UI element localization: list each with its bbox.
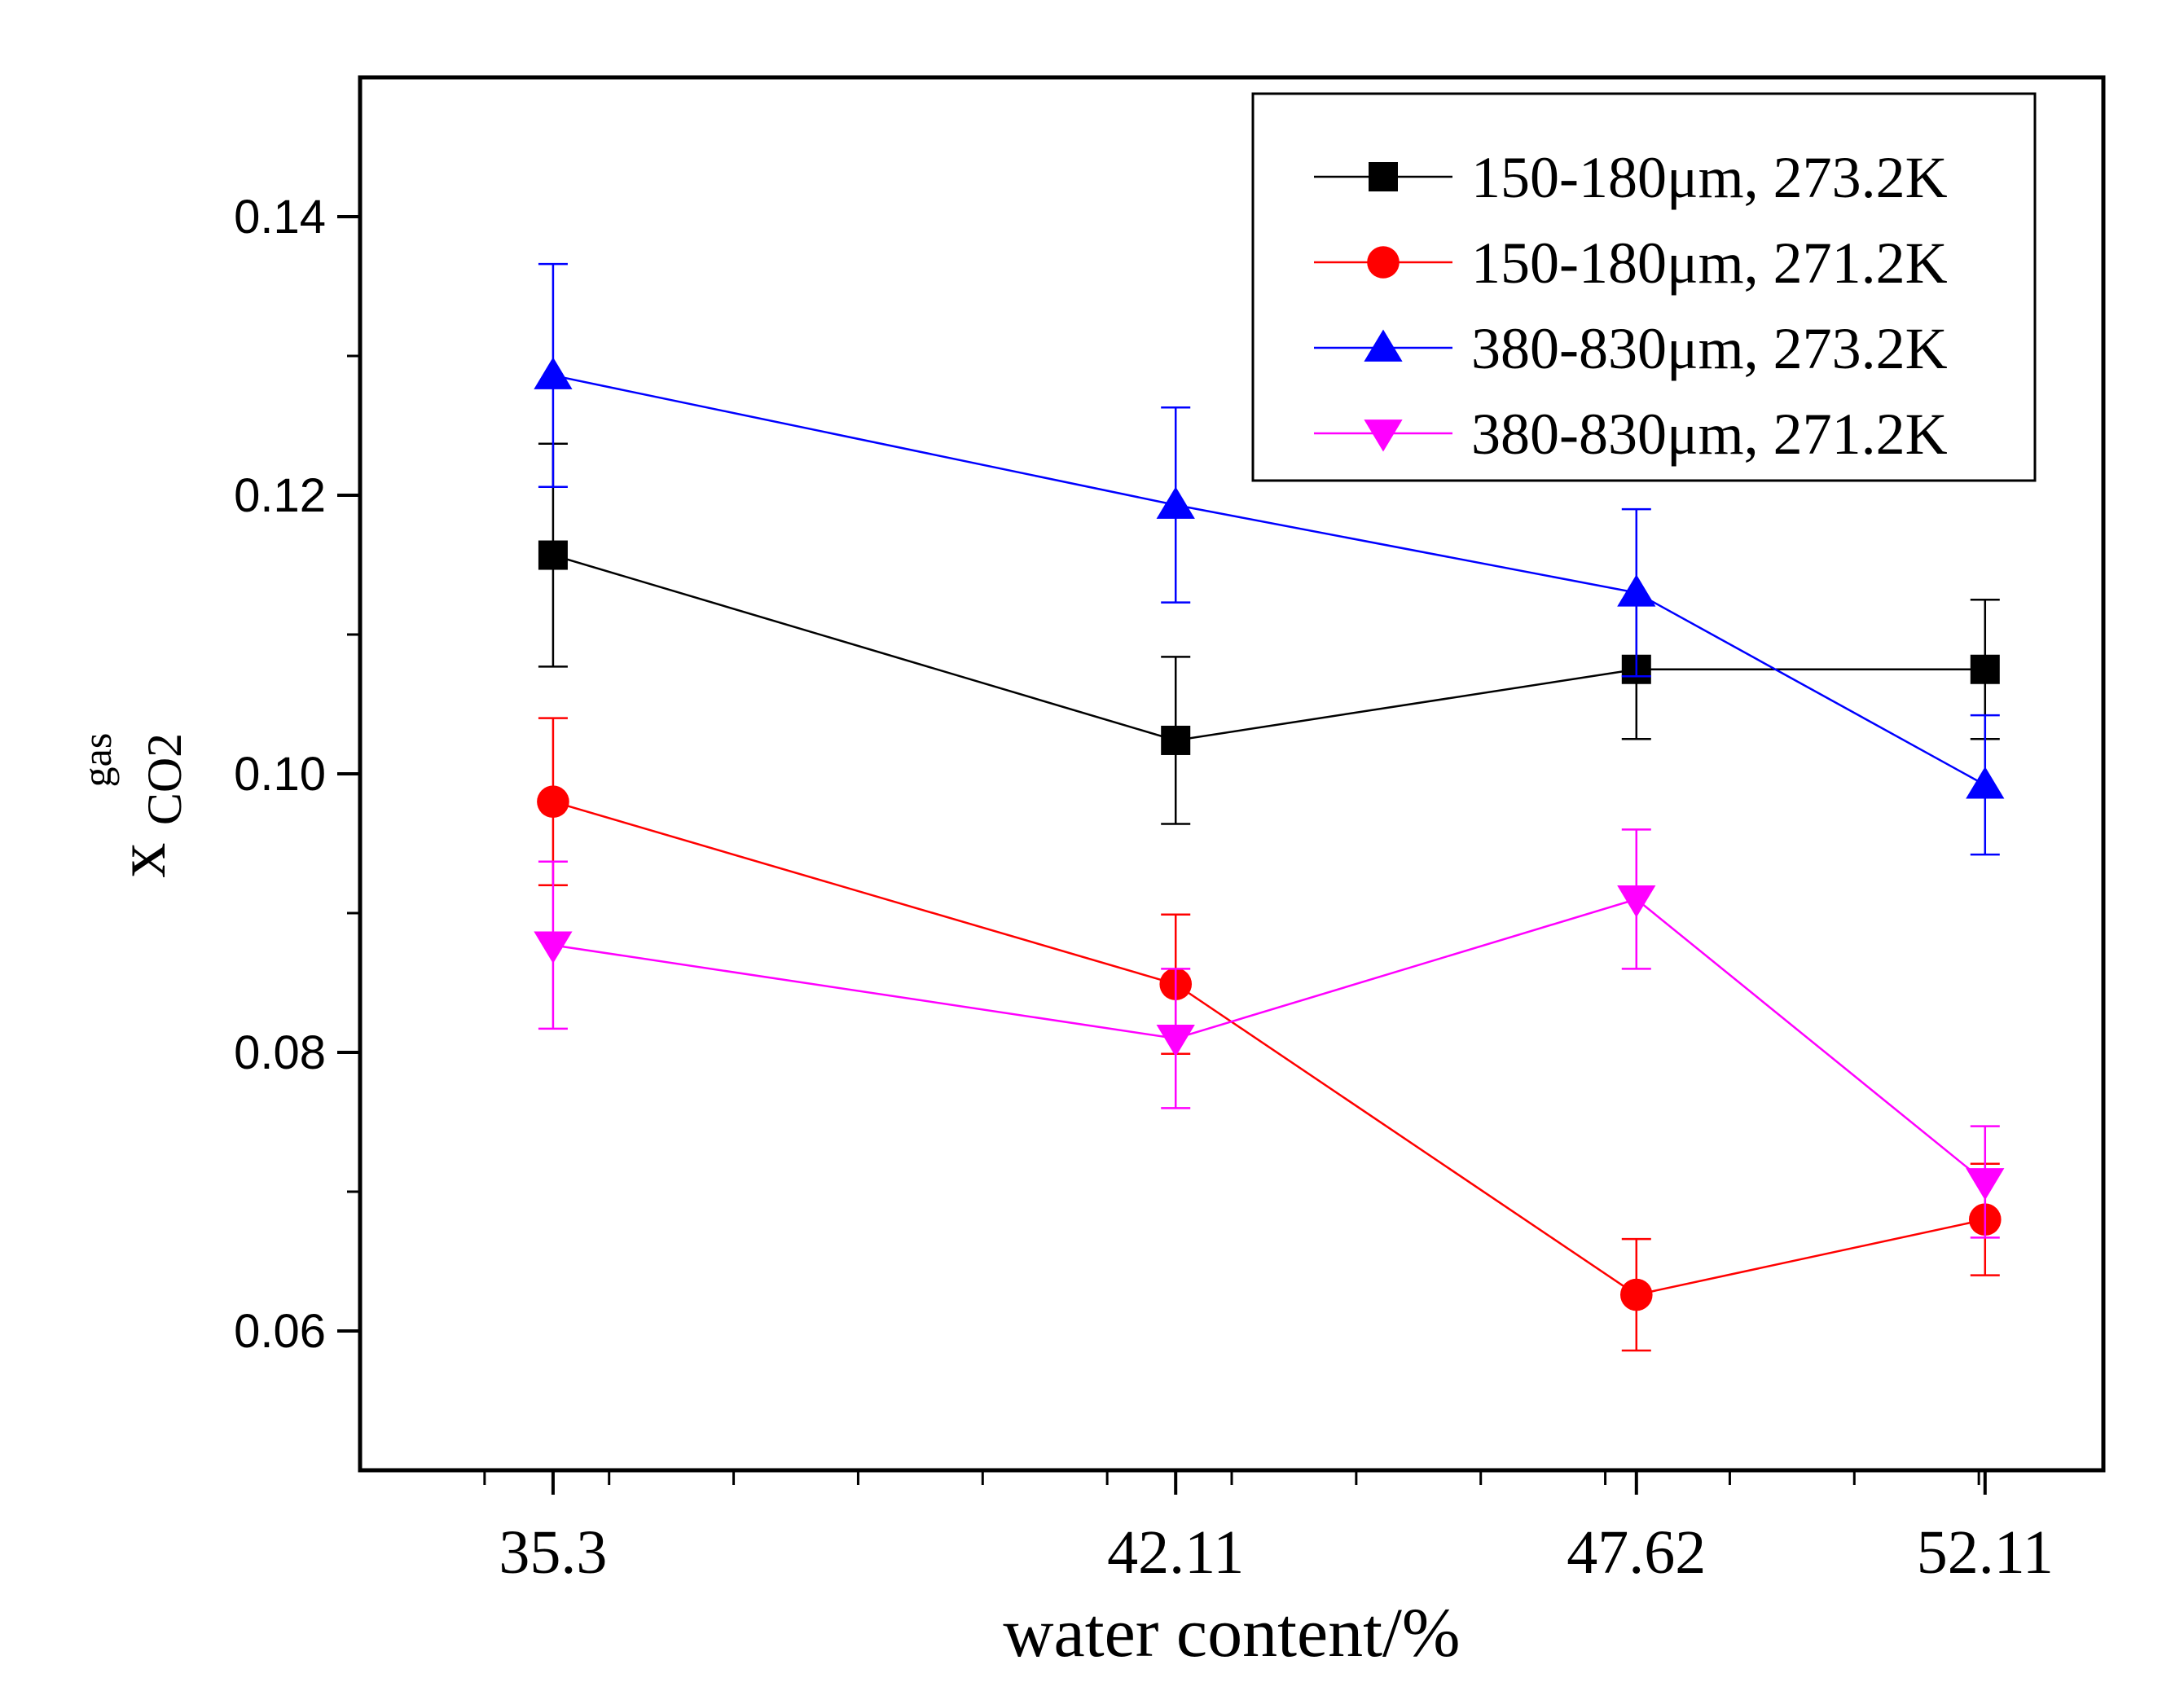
data-point-circle [1619, 1278, 1653, 1311]
data-point-triangle-up [534, 357, 573, 389]
series-line [552, 801, 1986, 1296]
legend-label: 150-180μm, 273.2K [1471, 145, 1948, 210]
data-point-square [1369, 162, 1398, 191]
series-layer [534, 262, 2005, 1352]
x-axis-title: water content/% [1003, 1593, 1460, 1671]
data-point-triangle-up [1966, 766, 2005, 799]
legend-item-3: 380-830μm, 273.2K [1314, 316, 1948, 381]
y-tick-label: 0.06 [234, 1305, 326, 1358]
data-point-square [1970, 654, 2000, 684]
legend-box [1251, 92, 2037, 482]
x-tick-label: 52.11 [1917, 1518, 2054, 1587]
data-point-square [1161, 725, 1191, 755]
svg-text:x CO2 gas: x CO2 gas [74, 715, 196, 877]
axis-layer: 0.06 0.08 0.10 0.12 0.14 35.3 42.11 47.62 52.11 [234, 191, 2054, 1587]
data-point-triangle-down [1966, 1168, 2005, 1201]
y-tick-label: 0.10 [234, 748, 326, 801]
legend-items: 150-180μm, 273.2K 150-180μm, 271.2K 380-83… [1314, 145, 1948, 467]
y-tick-label: 0.14 [234, 191, 326, 244]
series-3 [534, 262, 2005, 856]
data-point-triangle-up [1617, 574, 1656, 607]
data-point-triangle-up [1364, 329, 1403, 362]
legend: 150-180μm, 273.2K 150-180μm, 271.2K 380-83… [1251, 92, 2037, 482]
data-point-triangle-down [1364, 419, 1403, 452]
x-tick-label: 42.11 [1107, 1518, 1244, 1587]
y-axis-title-main: x [102, 843, 180, 878]
data-point-triangle-down [1617, 885, 1656, 918]
legend-label: 150-180μm, 271.2K [1471, 231, 1948, 296]
data-point-square [538, 540, 568, 570]
data-point-circle [537, 785, 569, 818]
data-point-triangle-up [1156, 486, 1195, 519]
y-axis-title: x CO2 gas [74, 715, 196, 878]
data-point-triangle-down [1156, 1025, 1195, 1057]
legend-item-4: 380-830μm, 271.2K [1314, 402, 1948, 467]
series-1 [538, 442, 2000, 825]
y-axis-title-subscript: CO2 [138, 733, 191, 825]
series-line [552, 898, 1986, 1184]
data-point-circle [1367, 246, 1400, 279]
y-axis-title-superscript: gas [74, 733, 120, 788]
series-2 [537, 717, 2002, 1352]
series-line [552, 554, 1985, 742]
x-tick-label: 35.3 [499, 1518, 607, 1587]
legend-item-1: 150-180μm, 273.2K [1314, 145, 1948, 210]
x-tick-label: 47.62 [1567, 1518, 1706, 1587]
series-4 [534, 828, 2005, 1239]
legend-label: 380-830μm, 271.2K [1471, 402, 1948, 467]
y-tick-label: 0.12 [234, 469, 326, 522]
legend-item-2: 150-180μm, 271.2K [1314, 231, 1948, 296]
data-point-triangle-down [534, 931, 573, 964]
y-tick-label: 0.08 [234, 1026, 326, 1079]
series-line [552, 374, 1986, 786]
legend-label: 380-830μm, 273.2K [1471, 316, 1948, 381]
